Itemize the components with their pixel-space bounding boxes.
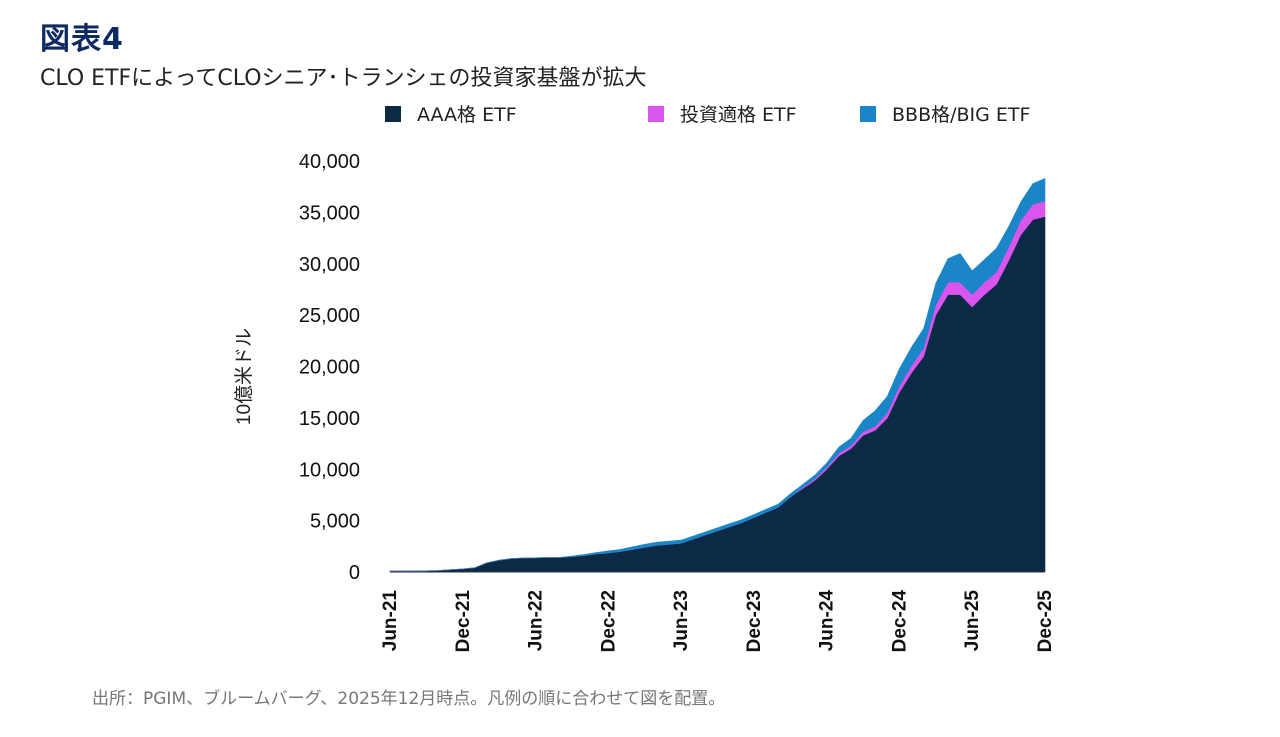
stacked-area-chart: 0 5,000 10,000 15,000 20,000 25,000 30,000 35,0… <box>233 151 1056 653</box>
x-tick-label: Dec-25 <box>1035 590 1056 653</box>
x-tick-label: Jun-23 <box>671 590 692 651</box>
x-tick-label: Jun-24 <box>817 590 838 652</box>
area-bbb <box>390 178 1046 572</box>
y-tick-label: 5,000 <box>310 511 360 533</box>
legend-swatch-aaa <box>385 105 401 122</box>
x-tick-label: Dec-22 <box>598 590 619 652</box>
figure-label: 図表4 <box>40 22 124 57</box>
legend-swatch-bbb <box>860 105 876 122</box>
x-tick-label: Dec-21 <box>453 590 474 653</box>
y-tick-label: 20,000 <box>299 357 360 379</box>
y-tick-label: 35,000 <box>299 202 360 224</box>
y-tick-label: 10,000 <box>299 459 360 481</box>
legend-item-ig: 投資適格 ETF <box>648 100 797 127</box>
y-tick-label: 0 <box>349 562 360 584</box>
legend-label-aaa: AAA格 ETF <box>417 104 517 126</box>
y-axis-label: 10億米ドル <box>233 328 255 425</box>
y-tick-label: 30,000 <box>299 254 360 276</box>
x-tick-label: Dec-24 <box>889 590 910 653</box>
x-tick-label: Jun-21 <box>380 590 401 652</box>
chart-legend: AAA格 ETF 投資適格 ETF BBB格/BIG ETF <box>0 100 1280 130</box>
legend-item-bbb: BBB格/BIG ETF <box>860 100 1030 127</box>
y-tick-label: 40,000 <box>299 151 360 173</box>
source-note: 出所：PGIM、ブルームバーグ、2025年12月時点。凡例の順に合わせて図を配置… <box>92 689 726 709</box>
area-series-group <box>389 178 1046 573</box>
y-axis: 0 5,000 10,000 15,000 20,000 25,000 30,000 35,0… <box>299 151 360 584</box>
legend-label-bbb: BBB格/BIG ETF <box>892 104 1031 126</box>
y-tick-label: 25,000 <box>299 305 360 327</box>
x-tick-label: Jun-25 <box>962 590 983 652</box>
x-tick-label: Jun-22 <box>526 590 547 651</box>
legend-label-ig: 投資適格 ETF <box>680 104 797 126</box>
x-axis: Jun-21 Dec-21 Jun-22 Dec-22 Jun-23 Dec-23 Jun-… <box>380 590 1056 653</box>
legend-item-aaa: AAA格 ETF <box>385 100 517 127</box>
y-tick-label: 15,000 <box>299 408 360 430</box>
chart-title: CLO ETFによってCLOシニア･トランシェの投資家基盤が拡大 <box>40 66 647 91</box>
legend-swatch-ig <box>648 105 664 122</box>
x-tick-label: Dec-23 <box>744 590 765 652</box>
